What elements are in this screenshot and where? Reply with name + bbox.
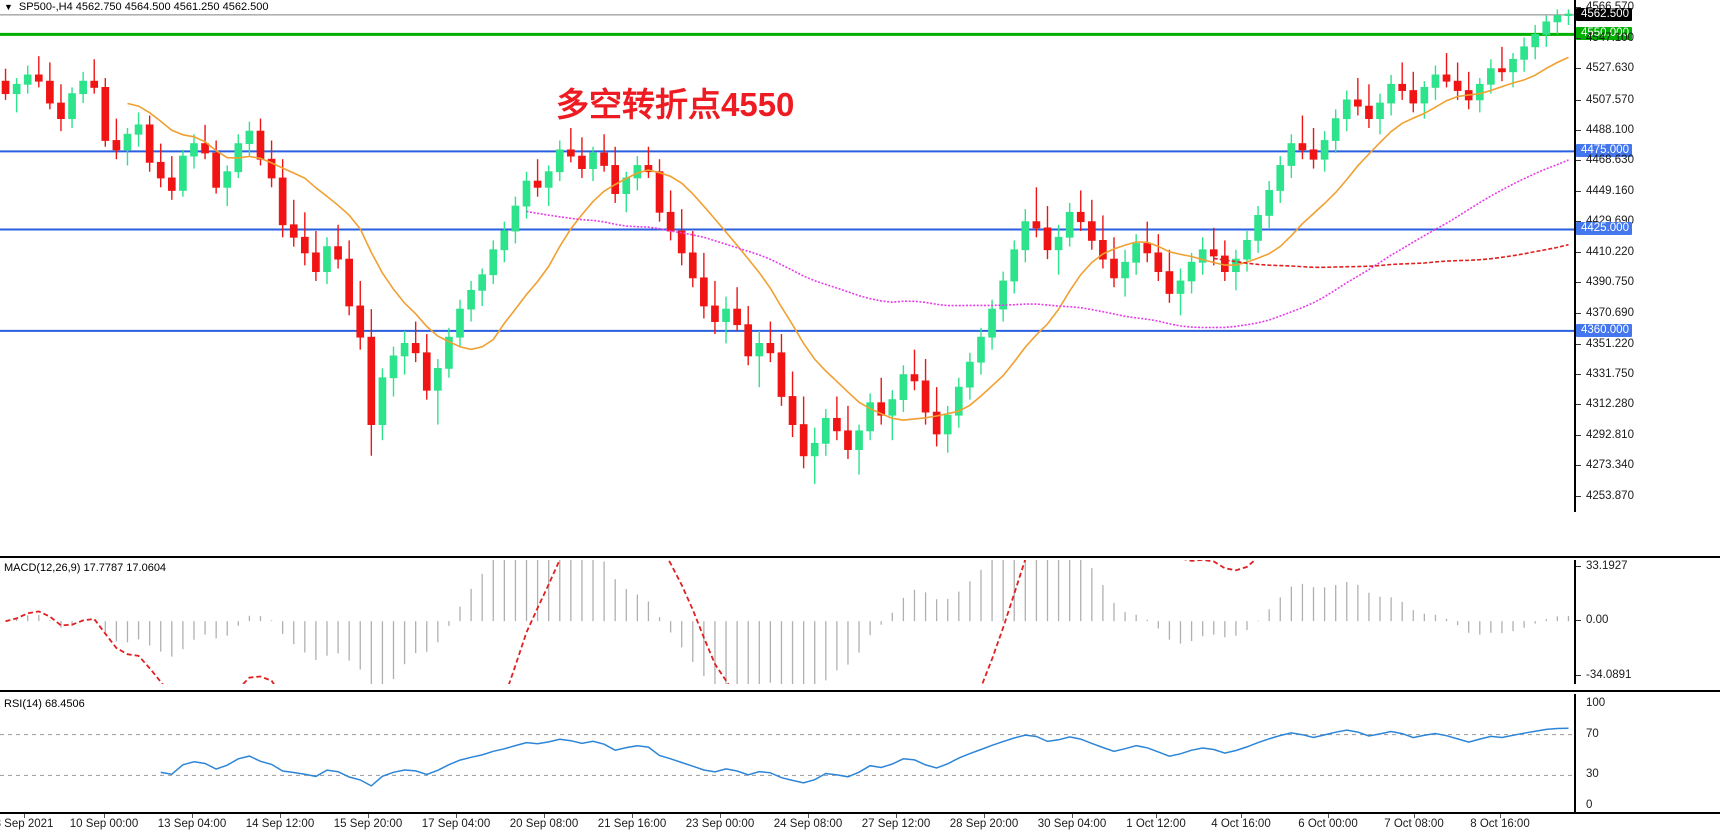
- time-tick-4: [368, 814, 369, 818]
- time-tick-8: [720, 814, 721, 818]
- symbol-ohlc-text: SP500-,H4 4562.750 4564.500 4561.250 456…: [18, 1, 269, 13]
- symbol-header: ▼ SP500-,H4 4562.750 4564.500 4561.250 4…: [0, 0, 268, 14]
- rsi-label: RSI(14) 68.4506: [4, 698, 85, 710]
- time-label-11: 28 Sep 20:00: [949, 818, 1019, 830]
- time-tick-11: [984, 814, 985, 818]
- time-tick-6: [544, 814, 545, 818]
- ma-orange-line: [127, 56, 1569, 422]
- panel-separator-rsi: [0, 690, 1720, 692]
- time-label-6: 20 Sep 08:00: [509, 818, 579, 830]
- level-4550-badge: 4550.000: [1576, 27, 1632, 41]
- time-label-16: 7 Oct 08:00: [1384, 818, 1444, 830]
- level-4360-badge: 4360.000: [1576, 323, 1632, 337]
- rsi-panel[interactable]: RSI(14) 68.4506 100 70 30 0: [0, 694, 1720, 812]
- rsi-plot-area[interactable]: [0, 694, 1574, 812]
- price-tick-12: 4410.220: [1574, 246, 1634, 259]
- time-tick-7: [632, 814, 633, 818]
- macd-tick-2: -34.0891: [1574, 669, 1631, 682]
- price-tick-3: 4547.100: [1574, 32, 1634, 45]
- time-tick-9: [808, 814, 809, 818]
- time-label-10: 27 Sep 12:00: [861, 818, 931, 830]
- time-label-15: 6 Oct 00:00: [1298, 818, 1358, 830]
- candlestick-series: [1, 9, 1573, 484]
- rsi-line: [160, 727, 1569, 787]
- macd-axis: 33.1927 0.00 -34.0891: [1574, 560, 1720, 684]
- rsi-svg: [0, 727, 1574, 787]
- time-tick-10: [896, 814, 897, 818]
- axis-border: [1574, 0, 1576, 512]
- time-label-17: 8 Oct 16:00: [1470, 818, 1530, 830]
- time-label-14: 4 Oct 16:00: [1211, 818, 1271, 830]
- rsi-tick-0: 100: [1586, 697, 1606, 709]
- price-tick-16: 4351.220: [1574, 338, 1634, 351]
- price-chart-panel[interactable]: 4566.5704562.5004550.0004547.1004527.630…: [0, 0, 1720, 512]
- price-tick-20: 4273.340: [1574, 459, 1634, 472]
- price-axis[interactable]: 4566.5704562.5004550.0004547.1004527.630…: [1574, 0, 1720, 512]
- price-tick-21: 4253.870: [1574, 490, 1634, 503]
- price-tick-4: 4527.630: [1574, 62, 1634, 75]
- macd-signal-line: [5, 560, 1257, 684]
- level-4475-badge: 4475.000: [1576, 144, 1632, 158]
- macd-panel[interactable]: MACD(12,26,9) 17.7787 17.0604 33.1927 0.0…: [0, 560, 1720, 684]
- rsi-tick-1: 70: [1586, 727, 1599, 740]
- time-label-2: 13 Sep 04:00: [157, 818, 227, 830]
- time-label-9: 24 Sep 08:00: [773, 818, 843, 830]
- macd-plot-area[interactable]: [0, 560, 1574, 684]
- time-label-4: 15 Sep 20:00: [333, 818, 403, 830]
- price-plot-area[interactable]: [0, 0, 1574, 512]
- price-tick-18: 4312.280: [1574, 398, 1634, 411]
- time-label-12: 30 Sep 04:00: [1037, 818, 1107, 830]
- time-label-7: 21 Sep 16:00: [597, 818, 667, 830]
- price-tick-5: 4507.570: [1574, 94, 1634, 107]
- time-tick-3: [280, 814, 281, 818]
- chart-annotation-text: 多空转折点4550: [556, 86, 795, 123]
- time-tick-15: [1328, 814, 1329, 818]
- level-4425-badge: 4425.000: [1576, 222, 1632, 236]
- rsi-tick-3: 0: [1586, 799, 1593, 811]
- rsi-tick-2: 30: [1586, 768, 1599, 781]
- price-tick-19: 4292.810: [1574, 429, 1634, 442]
- time-tick-17: [1500, 814, 1501, 818]
- macd-tick-1: 0.00: [1574, 614, 1608, 627]
- price-tick-8: 4468.630: [1574, 154, 1634, 167]
- price-tick-14: 4370.690: [1574, 307, 1634, 320]
- price-tick-6: 4488.100: [1574, 124, 1634, 137]
- macd-histogram: [15, 560, 1570, 684]
- time-tick-5: [456, 814, 457, 818]
- macd-tick-0: 33.1927: [1574, 560, 1628, 573]
- price-candlestick-svg: [0, 9, 1574, 484]
- time-label-8: 23 Sep 00:00: [685, 818, 755, 830]
- macd-label: MACD(12,26,9) 17.7787 17.0604: [4, 562, 167, 574]
- time-tick-1: [104, 814, 105, 818]
- ma-red-line: [1213, 243, 1569, 269]
- macd-svg: [5, 560, 1570, 684]
- caret-down-icon[interactable]: ▼: [4, 1, 13, 12]
- time-label-1: 10 Sep 00:00: [69, 818, 139, 830]
- time-label-13: 1 Oct 12:00: [1126, 818, 1186, 830]
- price-tick-17: 4331.750: [1574, 368, 1634, 381]
- time-tick-0: [24, 814, 25, 818]
- time-label-3: 14 Sep 12:00: [245, 818, 315, 830]
- time-tick-13: [1156, 814, 1157, 818]
- axis-border: [1574, 560, 1576, 684]
- time-tick-2: [192, 814, 193, 818]
- time-tick-14: [1241, 814, 1242, 818]
- axis-border: [1574, 694, 1576, 812]
- rsi-axis: 100 70 30 0: [1574, 694, 1720, 812]
- time-label-0: 8 Sep 2021: [0, 818, 54, 830]
- price-tick-9: 4449.160: [1574, 185, 1634, 198]
- time-axis[interactable]: 8 Sep 2021 10 Sep 00:00 13 Sep 04:00 14 Sep…: [0, 812, 1720, 837]
- time-tick-12: [1072, 814, 1073, 818]
- last-price-badge: 4562.500: [1576, 7, 1632, 21]
- panel-separator-macd: [0, 556, 1720, 558]
- time-tick-16: [1414, 814, 1415, 818]
- price-tick-13: 4390.750: [1574, 276, 1634, 289]
- time-label-5: 17 Sep 04:00: [421, 818, 491, 830]
